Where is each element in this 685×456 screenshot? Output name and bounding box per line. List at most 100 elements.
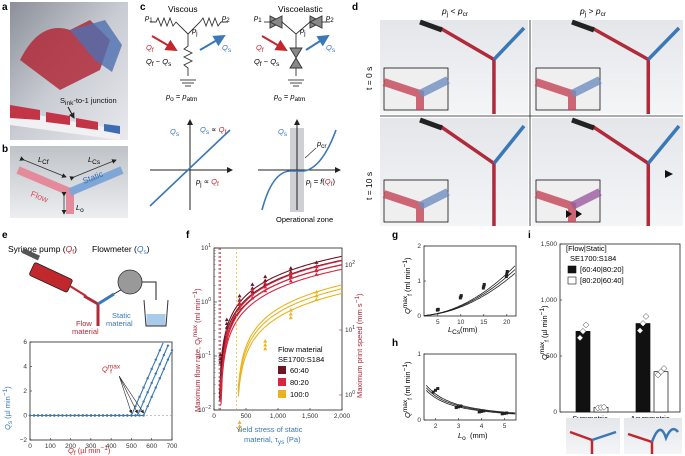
g-xtick-label: 5	[436, 319, 440, 326]
h-data-point	[480, 409, 483, 413]
e-xlabel: Qf (µl min−1)	[68, 445, 111, 456]
e-xtick-label: 300	[85, 443, 96, 450]
f-xlabel-2: material, τys (Pa)	[244, 435, 301, 446]
g-xtick-label: 15	[480, 319, 488, 326]
f-legend-title-1: Flow material	[278, 345, 323, 354]
e-series-point	[150, 367, 153, 371]
e-xtick-label: 600	[146, 443, 157, 450]
h-fit-curve-2	[425, 384, 516, 414]
h-xtick-label: 2	[434, 423, 438, 430]
i-data-point	[636, 327, 644, 334]
chart-f: 0 500 1,000 1,500 2,000 10−2 10−1 100 101 100 101 1…	[192, 243, 364, 446]
h-plot-frame	[423, 353, 517, 421]
f-legend-label-2: 100:0	[290, 390, 309, 399]
lcs-label: LCs	[88, 155, 101, 166]
f-data-point-0	[250, 290, 255, 294]
e-ytick-label: 6	[23, 339, 27, 346]
e-series-point	[105, 414, 109, 417]
d-inset-static-3	[570, 188, 602, 210]
f-data-point-1	[314, 264, 319, 269]
i-legend: [Flow|Static] SE1700:S184 [60:40|80:20] …	[566, 244, 624, 285]
f-fit-curve-1	[220, 268, 342, 405]
f-data-point-1	[314, 268, 319, 273]
e-ytick-label: 2	[23, 388, 27, 395]
e-qfmax-arrow-2	[119, 376, 144, 414]
f-xtick-label: 500	[241, 413, 252, 420]
f-data-point-0	[218, 352, 223, 357]
i-data-point	[576, 334, 584, 342]
e-xtick-label: 400	[106, 443, 117, 450]
f-data-point-0	[250, 286, 255, 290]
e-series-point	[45, 414, 48, 417]
viscous-qs: Qs	[222, 43, 232, 54]
f-ytick-label: 101	[201, 243, 211, 252]
h-ytick-label: 0	[417, 417, 421, 424]
f-legend-swatch-2	[278, 390, 286, 398]
viscoelastic-pcr: pcr	[316, 139, 327, 150]
g-fit-curve-2	[424, 265, 516, 316]
g-data-point	[505, 269, 509, 273]
f-data-point-1	[250, 295, 255, 300]
e-series-point	[162, 367, 166, 371]
f-ytick-label: 100	[201, 297, 211, 306]
striped-filament	[10, 105, 120, 140]
flowmeter-icon	[117, 269, 143, 295]
f-data-point-1	[263, 281, 268, 285]
e-series-point	[126, 414, 129, 417]
f-legend-swatch-1	[278, 378, 286, 386]
e-qfmax-arrow-0	[118, 376, 133, 414]
f-legend: Flow material SE1700:S184 60:40 80:20 10…	[278, 345, 324, 399]
e-series-point	[142, 414, 145, 417]
col-header-below: pj < pcr	[441, 6, 469, 18]
g-xtick-label: 20	[503, 319, 511, 326]
panel-label-h: h	[392, 338, 398, 349]
e-series-point	[101, 414, 105, 417]
viscous-qs-arrow	[199, 34, 226, 51]
e-ytick-label: −2	[20, 437, 28, 444]
i-legend-title-1: [Flow|Static]	[566, 244, 607, 253]
viscoelastic-qs-arrow	[305, 34, 330, 51]
h-data-point	[436, 387, 440, 391]
panel-label-i: i	[528, 230, 531, 241]
f-data-point-1	[218, 386, 223, 390]
i-legend-title-2: SE1700:S184	[570, 254, 616, 263]
e-ylabel: Qs (µl min−1)	[2, 386, 14, 430]
flow-material-label: Flow material	[72, 319, 99, 336]
e-ytick-label: 0	[23, 413, 27, 420]
g-xlabel: LCs	[448, 325, 461, 336]
i-data-point	[582, 321, 590, 329]
e-xtick-label: 700	[167, 443, 178, 450]
panel-a: a Sink-to-1 junction	[2, 2, 128, 140]
lcs-arrow	[69, 159, 117, 181]
d-nozzle-2	[419, 117, 443, 131]
i-bar-1-1	[653, 371, 669, 413]
e-series-point	[146, 377, 149, 380]
e-series-point	[138, 395, 141, 399]
f-data-point-0	[224, 317, 229, 322]
lcf-label: LCf	[38, 155, 49, 166]
e-xtick-label: 0	[28, 443, 32, 450]
f-ytick-label: 10−2	[198, 405, 211, 414]
viscous-po-patm: po = patm	[165, 92, 197, 103]
h-data-point	[503, 411, 506, 415]
viscous-qf: Qf	[146, 43, 154, 54]
g-xtick-label: 10	[457, 319, 465, 326]
d-nozzle-1	[571, 19, 595, 33]
f-xtick-label: 2,000	[334, 413, 351, 420]
viscoelastic-pj-func: pj = f(Qf)	[305, 177, 335, 188]
d-inset-marker-a	[566, 210, 572, 218]
row-label-t10: t = 10 s	[364, 172, 374, 200]
h-data-point	[505, 411, 509, 415]
viscoelastic-p2: p2	[325, 13, 334, 24]
i-ylabel: Qmaxf (µl min−1)	[539, 305, 551, 360]
f-fit-curve-2	[237, 288, 343, 393]
h-xtick-label: 5	[503, 423, 507, 430]
f-data-point-1	[224, 332, 229, 337]
f-y2tick-label: 102	[345, 260, 355, 269]
e-plot-frame	[29, 341, 173, 441]
f-data-point-0	[218, 356, 223, 360]
f-xtick-label: 0	[212, 413, 216, 420]
f-xtick-label: 1,500	[302, 413, 319, 420]
